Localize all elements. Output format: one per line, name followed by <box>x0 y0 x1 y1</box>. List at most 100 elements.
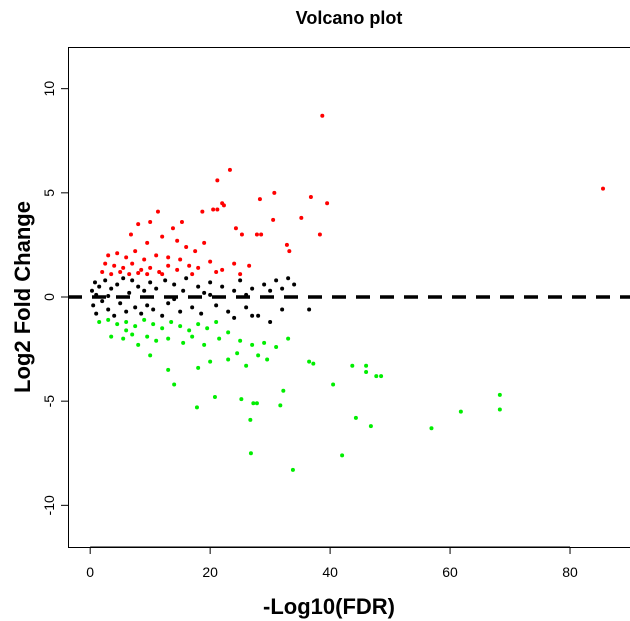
data-point <box>325 201 330 206</box>
data-point <box>194 405 199 410</box>
data-point <box>127 272 132 277</box>
chart-title: Volcano plot <box>296 8 403 28</box>
data-point <box>94 311 99 316</box>
x-tick-label: 0 <box>86 564 94 580</box>
data-point <box>136 342 141 347</box>
data-point <box>91 303 96 308</box>
data-point <box>250 342 255 347</box>
data-point <box>244 363 249 368</box>
data-point <box>166 367 171 372</box>
data-point <box>121 276 126 281</box>
data-point <box>308 195 313 199</box>
data-point <box>112 313 117 318</box>
data-point <box>199 311 204 316</box>
data-point <box>97 320 102 324</box>
data-point <box>190 305 195 310</box>
data-point <box>251 401 256 406</box>
data-point <box>208 292 213 297</box>
y-tick-label: -5 <box>41 395 57 408</box>
data-point <box>166 263 171 268</box>
data-point <box>340 453 345 458</box>
data-point <box>109 286 114 291</box>
data-point <box>497 392 502 397</box>
data-point <box>284 242 289 247</box>
data-point <box>166 301 171 306</box>
data-point <box>278 403 283 408</box>
data-point <box>212 395 217 399</box>
data-point <box>214 320 219 324</box>
data-point <box>292 282 297 287</box>
data-point <box>124 309 129 314</box>
data-point <box>166 255 171 260</box>
y-tick-label: 0 <box>41 293 57 301</box>
data-point <box>172 282 177 287</box>
data-point <box>227 167 232 172</box>
data-point <box>184 245 189 249</box>
data-point <box>244 305 249 310</box>
data-point <box>190 272 195 277</box>
data-point <box>217 336 222 341</box>
data-point <box>239 397 244 402</box>
data-point <box>226 309 231 314</box>
data-point <box>130 332 135 337</box>
data-point <box>196 284 201 289</box>
data-point <box>214 303 219 308</box>
data-point <box>364 363 369 368</box>
data-point <box>148 353 153 358</box>
data-point <box>254 401 259 406</box>
data-point <box>136 284 141 289</box>
data-point <box>286 336 291 341</box>
data-point <box>184 276 189 281</box>
data-point <box>106 253 111 258</box>
data-point <box>115 282 120 287</box>
data-point <box>136 222 141 227</box>
data-point <box>429 426 434 431</box>
data-point <box>379 374 384 379</box>
data-point <box>148 220 153 224</box>
data-point <box>178 257 183 262</box>
data-point <box>202 342 207 347</box>
data-point <box>109 334 114 339</box>
data-point <box>151 322 156 327</box>
data-point <box>148 265 153 270</box>
data-point <box>89 288 94 293</box>
data-point <box>281 388 286 393</box>
data-point <box>121 336 126 341</box>
data-point <box>154 338 159 343</box>
data-point <box>127 290 132 295</box>
data-point <box>238 272 243 277</box>
data-point <box>458 409 463 414</box>
data-point <box>368 424 373 429</box>
data-point <box>179 220 184 224</box>
data-point <box>256 353 261 358</box>
data-point <box>142 257 147 262</box>
data-point <box>248 417 253 422</box>
data-point <box>124 328 129 333</box>
data-point <box>181 340 186 345</box>
data-point <box>155 209 160 214</box>
data-point <box>160 272 165 277</box>
data-point <box>133 249 138 254</box>
data-point <box>115 322 120 327</box>
data-point <box>265 357 270 362</box>
data-point <box>307 307 312 312</box>
data-point <box>280 286 285 291</box>
data-point <box>262 340 267 345</box>
data-point <box>211 207 216 212</box>
data-point <box>268 288 273 293</box>
data-point <box>272 190 277 195</box>
x-tick-label: 60 <box>442 564 458 580</box>
data-point <box>248 451 253 456</box>
data-point <box>307 359 312 364</box>
data-point <box>106 307 111 312</box>
data-point <box>187 328 192 333</box>
data-point <box>256 313 261 318</box>
data-point <box>232 288 237 293</box>
data-point <box>181 288 186 293</box>
data-point <box>196 265 201 270</box>
data-point <box>196 322 201 327</box>
data-point <box>160 313 165 318</box>
data-point <box>103 278 108 283</box>
data-point <box>160 326 165 331</box>
